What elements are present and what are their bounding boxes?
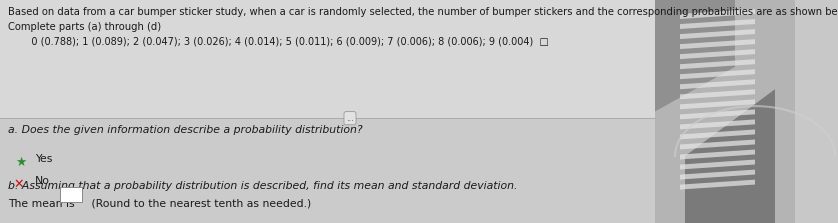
Text: ★: ★ bbox=[15, 156, 26, 169]
Polygon shape bbox=[680, 29, 755, 39]
Text: (Round to the nearest tenth as needed.): (Round to the nearest tenth as needed.) bbox=[88, 199, 311, 209]
Bar bbox=[60, 187, 82, 202]
Polygon shape bbox=[680, 79, 755, 89]
Text: No: No bbox=[35, 176, 50, 186]
Polygon shape bbox=[680, 170, 755, 180]
Bar bbox=[795, 0, 838, 223]
Polygon shape bbox=[680, 150, 755, 159]
Text: ...: ... bbox=[346, 114, 354, 123]
Polygon shape bbox=[680, 9, 755, 19]
Polygon shape bbox=[680, 130, 755, 139]
Polygon shape bbox=[680, 59, 755, 69]
Polygon shape bbox=[680, 99, 755, 109]
Text: Based on data from a car bumper sticker study, when a car is randomly selected, : Based on data from a car bumper sticker … bbox=[8, 7, 838, 17]
Bar bbox=[0, 118, 655, 223]
Bar bbox=[655, 0, 838, 223]
Text: b. Assuming that a probability distribution is described, find its mean and stan: b. Assuming that a probability distribut… bbox=[8, 181, 518, 191]
Text: Complete parts (a) through (d): Complete parts (a) through (d) bbox=[8, 22, 161, 32]
Polygon shape bbox=[680, 180, 755, 190]
Polygon shape bbox=[680, 19, 755, 29]
Text: The mean is: The mean is bbox=[8, 199, 75, 209]
Polygon shape bbox=[680, 109, 755, 119]
Polygon shape bbox=[680, 160, 755, 169]
Polygon shape bbox=[655, 0, 735, 112]
Text: ✕: ✕ bbox=[13, 178, 23, 191]
Polygon shape bbox=[680, 69, 755, 79]
Text: a. Does the given information describe a probability distribution?: a. Does the given information describe a… bbox=[8, 125, 363, 135]
Polygon shape bbox=[680, 39, 755, 49]
Bar bbox=[0, 0, 655, 118]
Text: Yes: Yes bbox=[35, 154, 52, 164]
Text: 0 (0.788); 1 (0.089); 2 (0.047); 3 (0.026); 4 (0.014); 5 (0.011); 6 (0.009); 7 (: 0 (0.788); 1 (0.089); 2 (0.047); 3 (0.02… bbox=[22, 36, 549, 46]
Polygon shape bbox=[680, 49, 755, 59]
Polygon shape bbox=[680, 89, 755, 99]
Polygon shape bbox=[680, 120, 755, 129]
Polygon shape bbox=[680, 140, 755, 149]
Polygon shape bbox=[685, 89, 775, 223]
